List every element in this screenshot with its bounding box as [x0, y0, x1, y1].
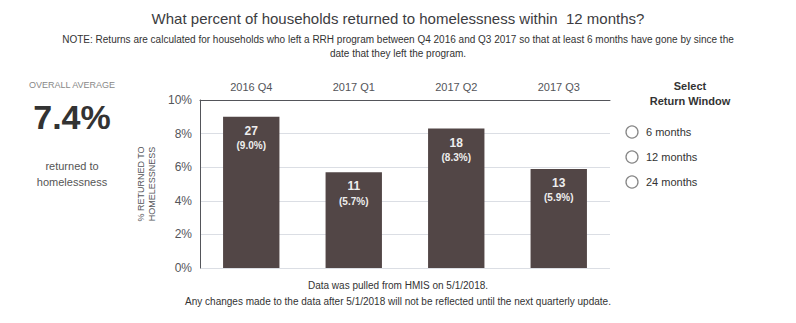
svg-text:10%: 10%: [168, 93, 192, 107]
svg-text:(5.9%): (5.9%): [544, 192, 573, 203]
svg-text:24 months: 24 months: [646, 176, 698, 188]
svg-text:2017 Q2: 2017 Q2: [435, 81, 477, 93]
svg-text:date that they left the progra: date that they left the program.: [330, 48, 466, 59]
svg-text:homelessness: homelessness: [37, 176, 108, 188]
svg-text:2%: 2%: [175, 227, 193, 241]
svg-text:(5.7%): (5.7%): [339, 196, 368, 207]
svg-text:12 months: 12 months: [646, 151, 698, 163]
svg-text:(8.3%): (8.3%): [442, 152, 471, 163]
svg-text:(9.0%): (9.0%): [237, 140, 266, 151]
svg-text:4%: 4%: [175, 194, 193, 208]
svg-text:% RETURNED TO: % RETURNED TO: [136, 146, 146, 221]
svg-text:Select: Select: [674, 80, 707, 92]
svg-text:18: 18: [450, 136, 464, 150]
svg-text:NOTE: Returns are calculated f: NOTE: Returns are calculated for househo…: [62, 34, 734, 45]
svg-text:returned to: returned to: [45, 160, 98, 172]
svg-text:Any changes made to the data a: Any changes made to the data after 5/1/2…: [185, 296, 611, 307]
svg-text:Data was pulled from HMIS on 5: Data was pulled from HMIS on 5/1/2018.: [308, 280, 488, 291]
svg-text:13: 13: [552, 176, 566, 190]
svg-text:6 months: 6 months: [646, 126, 692, 138]
svg-text:OVERALL AVERAGE: OVERALL AVERAGE: [29, 80, 115, 90]
svg-text:2017 Q1: 2017 Q1: [333, 81, 375, 93]
svg-text:7.4%: 7.4%: [33, 98, 111, 136]
svg-text:27: 27: [245, 124, 259, 138]
svg-text:HOMELESSNESS: HOMELESSNESS: [147, 147, 157, 222]
svg-text:Return Window: Return Window: [650, 95, 731, 107]
svg-text:2017 Q3: 2017 Q3: [538, 81, 580, 93]
svg-text:0%: 0%: [175, 261, 193, 275]
svg-text:8%: 8%: [175, 127, 193, 141]
svg-text:6%: 6%: [175, 160, 193, 174]
svg-text:11: 11: [347, 179, 360, 193]
svg-text:What percent of households ret: What percent of households returned to h…: [152, 10, 645, 27]
svg-text:2016 Q4: 2016 Q4: [230, 81, 272, 93]
